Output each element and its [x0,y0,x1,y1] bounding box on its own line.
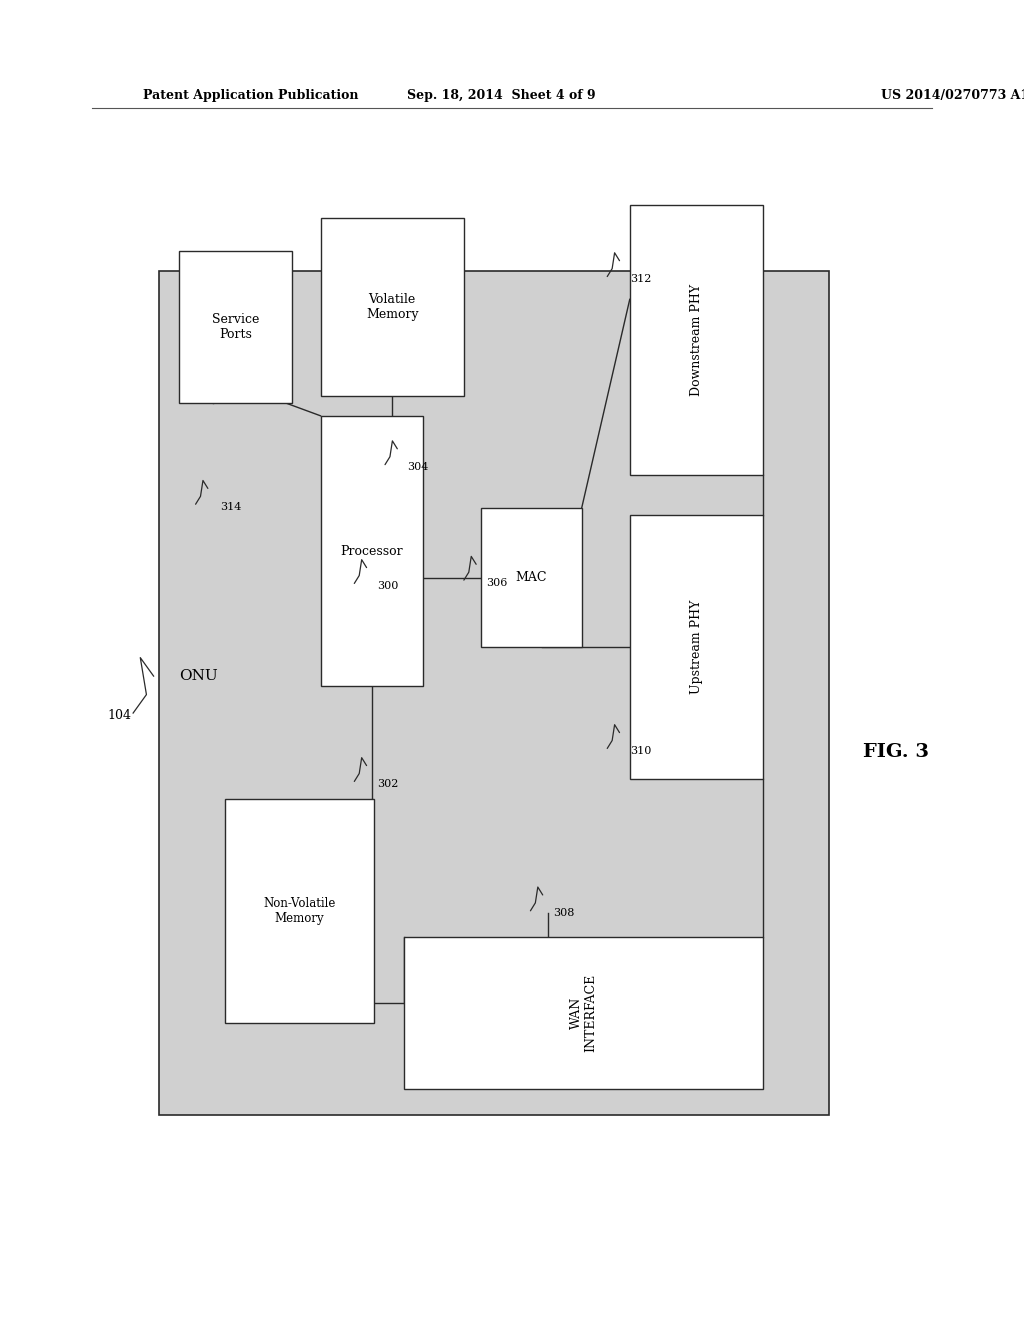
Text: Service
Ports: Service Ports [212,313,259,341]
Text: Processor: Processor [340,545,403,557]
Bar [225,799,374,1023]
Text: 310: 310 [630,746,651,756]
Bar [630,205,763,475]
Text: ONU: ONU [179,669,218,684]
Text: 300: 300 [377,581,398,591]
Text: MAC: MAC [516,572,547,583]
Text: 104: 104 [108,709,132,722]
Text: Volatile
Memory: Volatile Memory [366,293,419,321]
Text: WAN
INTERFACE: WAN INTERFACE [569,974,598,1052]
Text: FIG. 3: FIG. 3 [863,743,929,762]
Bar [159,271,829,1115]
Bar [179,251,292,403]
Text: 312: 312 [630,275,651,284]
Text: 302: 302 [377,779,398,789]
Bar [321,218,464,396]
Text: Upstream PHY: Upstream PHY [690,599,702,694]
Text: US 2014/0270773 A1: US 2014/0270773 A1 [881,88,1024,102]
Bar [481,508,582,647]
Text: Downstream PHY: Downstream PHY [690,284,702,396]
Text: Sep. 18, 2014  Sheet 4 of 9: Sep. 18, 2014 Sheet 4 of 9 [408,88,596,102]
Bar [630,515,763,779]
Bar [404,937,763,1089]
Text: Patent Application Publication: Patent Application Publication [143,88,358,102]
Bar [321,416,423,686]
Text: 314: 314 [220,502,242,512]
Text: 306: 306 [486,578,508,587]
Text: 308: 308 [553,908,574,919]
Text: 304: 304 [408,462,429,473]
Text: Non-Volatile
Memory: Non-Volatile Memory [263,896,336,925]
